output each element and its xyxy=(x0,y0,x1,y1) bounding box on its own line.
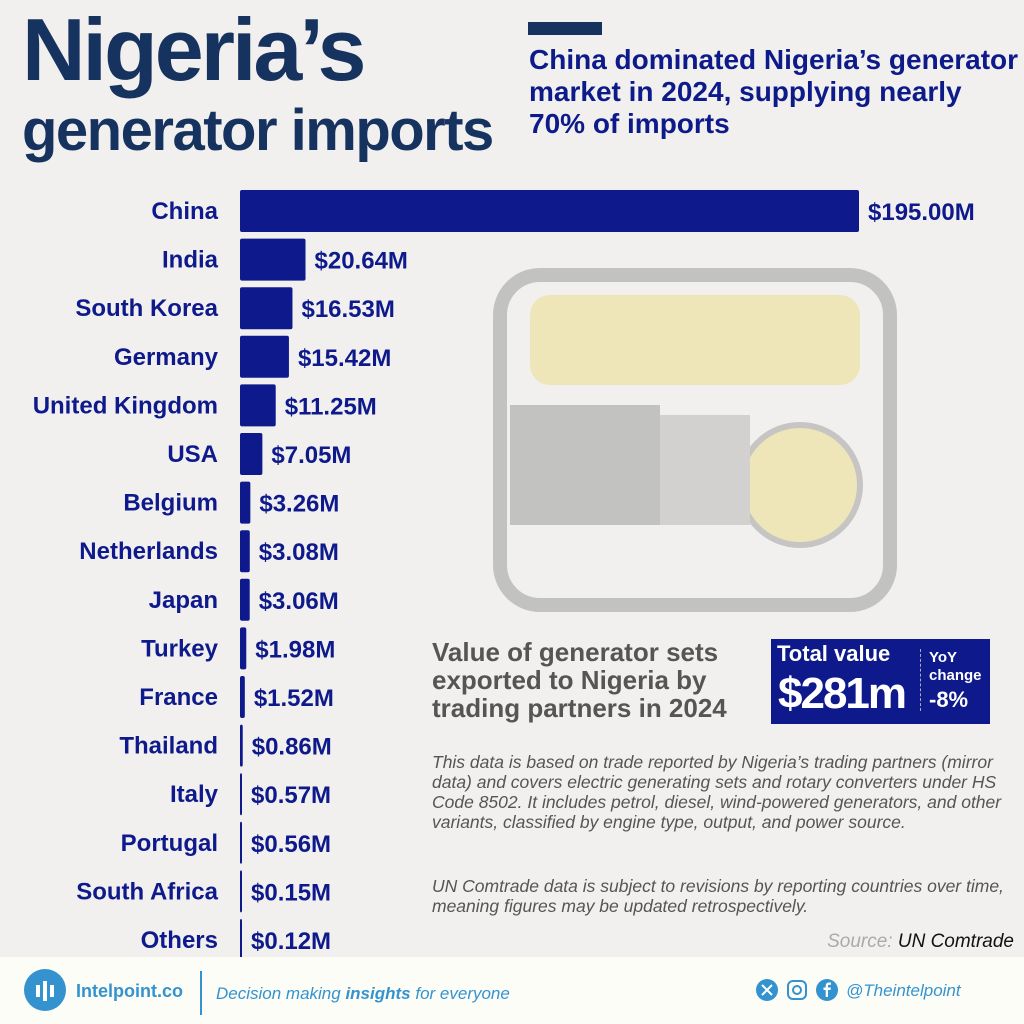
value-label: $0.86M xyxy=(252,734,332,761)
bar xyxy=(240,481,251,524)
facebook-icon[interactable] xyxy=(816,979,838,1001)
bar xyxy=(240,335,289,378)
bar xyxy=(240,627,247,670)
bar xyxy=(240,238,306,281)
value-label: $7.05M xyxy=(271,442,351,469)
value-label: $0.12M xyxy=(251,928,331,955)
bar xyxy=(240,919,242,960)
bar xyxy=(240,578,250,621)
category-label: Belgium xyxy=(123,490,218,517)
divider xyxy=(920,649,921,711)
category-label: India xyxy=(162,247,219,274)
category-label: United Kingdom xyxy=(33,392,218,419)
category-label: Thailand xyxy=(119,733,218,760)
value-label: $195.00M xyxy=(868,199,975,226)
yoy-label: YoY change xyxy=(929,649,982,684)
title-line-2: generator imports xyxy=(22,98,494,163)
instagram-icon[interactable] xyxy=(786,979,808,1001)
value-label: $3.06M xyxy=(259,588,339,615)
methodology-note: This data is based on trade reported by … xyxy=(432,752,1002,832)
yoy-value: -8% xyxy=(929,687,969,712)
value-label: $0.56M xyxy=(251,831,331,858)
value-label: $1.98M xyxy=(255,636,335,663)
description-title: Value of generator sets exported to Nige… xyxy=(432,637,727,723)
bar xyxy=(240,870,242,913)
subtitle: China dominated Nigeria’s generator mark… xyxy=(529,44,1019,139)
category-label: Germany xyxy=(114,344,219,371)
bar-chart: China $195.00M India $20.64M South Korea $16.… xyxy=(33,190,975,960)
total-value-label: Total value xyxy=(777,641,891,666)
bar xyxy=(240,384,276,427)
category-label: South Africa xyxy=(76,878,218,905)
category-label: South Korea xyxy=(75,295,218,322)
footer: Intelpoint.co Decision making insights f… xyxy=(0,957,1024,1024)
tagline: Decision making insights for everyone xyxy=(216,984,510,1004)
bar xyxy=(240,821,242,864)
tagline-post: for everyone xyxy=(410,984,510,1003)
total-value-box: Total value $281m YoY change -8% xyxy=(771,639,990,724)
bar xyxy=(240,190,859,232)
source-name: UN Comtrade xyxy=(897,931,1014,952)
value-label: $0.15M xyxy=(251,879,331,906)
x-icon[interactable] xyxy=(756,979,778,1001)
category-label: Netherlands xyxy=(79,538,218,565)
bar xyxy=(240,676,245,718)
category-label: Turkey xyxy=(141,635,219,662)
source-label: Source: xyxy=(827,931,893,952)
value-label: $3.08M xyxy=(259,539,339,566)
intelpoint-logo-icon[interactable] xyxy=(24,969,66,1011)
tagline-bold: insights xyxy=(345,984,411,1003)
category-label: USA xyxy=(167,441,218,468)
category-label: Italy xyxy=(170,781,219,808)
bar xyxy=(240,287,293,330)
brand-link[interactable]: Intelpoint.co xyxy=(76,981,183,1001)
category-label: China xyxy=(151,198,218,225)
footer-divider xyxy=(200,971,202,1015)
value-label: $11.25M xyxy=(285,393,377,420)
value-label: $1.52M xyxy=(254,685,334,712)
value-label: $15.42M xyxy=(298,345,391,372)
total-value: $281m xyxy=(778,669,907,718)
tagline-pre: Decision making xyxy=(216,984,346,1003)
bar xyxy=(240,433,263,475)
value-label: $16.53M xyxy=(301,296,394,323)
category-label: Others xyxy=(141,927,218,954)
bar xyxy=(240,530,250,573)
bar xyxy=(240,724,243,767)
category-label: Portugal xyxy=(121,830,218,857)
category-label: France xyxy=(139,684,218,711)
generator-illustration xyxy=(493,268,897,612)
source: Source: UN Comtrade xyxy=(827,931,1014,953)
revision-note: UN Comtrade data is subject to revisions… xyxy=(432,876,1004,916)
category-label: Japan xyxy=(149,587,218,614)
social-handle[interactable]: @Theintelpoint xyxy=(846,981,961,1000)
subtitle-accent-bar xyxy=(528,22,602,35)
value-label: $0.57M xyxy=(251,782,331,809)
value-label: $3.26M xyxy=(259,491,339,518)
bar xyxy=(240,773,242,816)
title-line-1: Nigeria’s xyxy=(22,0,366,99)
value-label: $20.64M xyxy=(315,248,408,275)
